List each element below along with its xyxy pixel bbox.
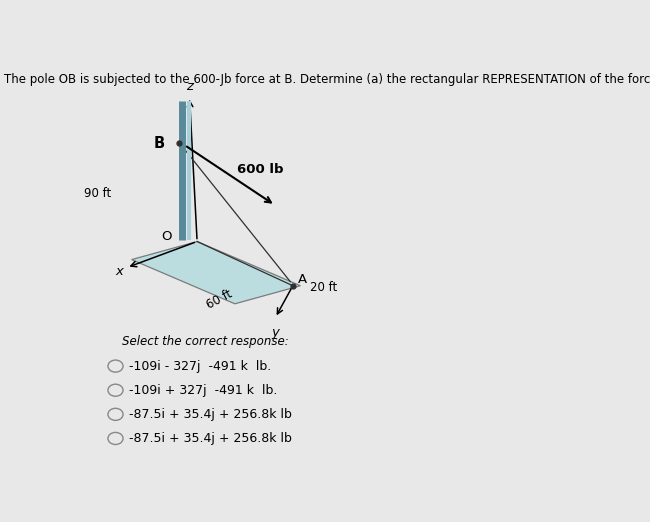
Text: B: B	[153, 136, 164, 150]
Circle shape	[108, 432, 123, 445]
Text: y: y	[271, 326, 279, 339]
Text: Select the correct response:: Select the correct response:	[122, 336, 289, 349]
Text: -109i - 327j  -491 k  lb.: -109i - 327j -491 k lb.	[129, 360, 271, 373]
Text: -109i + 327j  -491 k  lb.: -109i + 327j -491 k lb.	[129, 384, 278, 397]
Text: x: x	[115, 265, 123, 278]
Text: The pole OB is subjected to the 600-Jb force at B. Determine (a) the rectangular: The pole OB is subjected to the 600-Jb f…	[5, 73, 650, 86]
Circle shape	[108, 408, 123, 420]
Text: 90 ft: 90 ft	[84, 187, 112, 200]
Text: 600 lb: 600 lb	[237, 163, 284, 176]
Text: -87.5i + 35.4j + 256.8k lb: -87.5i + 35.4j + 256.8k lb	[129, 408, 292, 421]
Circle shape	[108, 384, 123, 396]
Polygon shape	[131, 242, 300, 304]
Text: A: A	[298, 273, 307, 286]
Text: O: O	[161, 230, 172, 243]
Text: z: z	[186, 80, 193, 93]
Text: 20 ft: 20 ft	[311, 281, 338, 294]
Text: 60 ft: 60 ft	[205, 288, 235, 312]
Text: -87.5i + 35.4j + 256.8k lb: -87.5i + 35.4j + 256.8k lb	[129, 432, 292, 445]
Circle shape	[108, 360, 123, 372]
